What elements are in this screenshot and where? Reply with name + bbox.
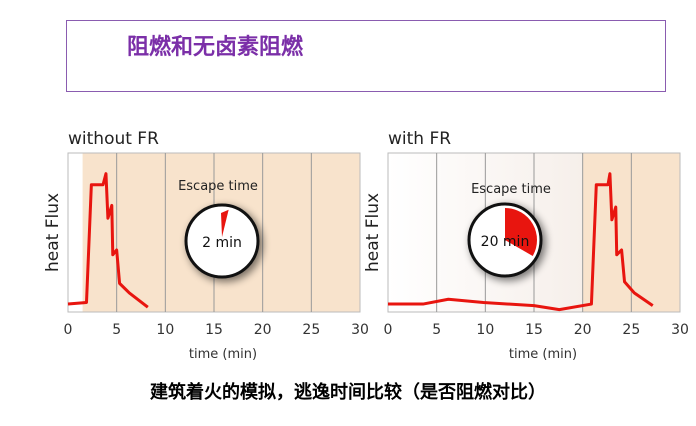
x-tick-label: 10: [476, 322, 494, 338]
slide-title: 阻燃和无卤素阻燃: [127, 35, 304, 60]
x-tick-label: 0: [64, 322, 73, 338]
escape-time-label: Escape time: [178, 179, 258, 194]
y-axis-label: heat Flux: [43, 193, 63, 272]
caption: 建筑着火的模拟，逃逸时间比较（是否阻燃对比）: [150, 382, 546, 403]
x-tick-label: 30: [351, 322, 369, 338]
series-line: [67, 172, 149, 309]
x-tick-label: 25: [302, 322, 320, 338]
escape-time-value: 2 min: [202, 235, 242, 251]
x-tick-label: 5: [432, 322, 441, 338]
plot-background-unburnt: [68, 153, 83, 312]
x-tick-label: 0: [384, 322, 393, 338]
clock-elapsed-wedge: [505, 208, 538, 256]
y-axis-label: heat Flux: [363, 193, 383, 272]
x-tick-label: 5: [112, 322, 121, 338]
x-tick-label: 20: [254, 322, 272, 338]
chart-0: 0 5 10 15 20 25 30 without FR time (min) heat Flu…: [43, 129, 369, 362]
chart-title: with FR: [388, 129, 451, 149]
x-tick-label: 15: [205, 322, 223, 338]
x-tick-label: 20: [574, 322, 592, 338]
x-tick-label: 25: [622, 322, 640, 338]
chart-1: 0 5 10 15 20 25 30 with FR time (min) heat Flux Es…: [363, 129, 689, 362]
clock-elapsed-wedge: [221, 209, 229, 237]
escape-time-label: Escape time: [471, 182, 551, 197]
x-axis-label: time (min): [189, 347, 257, 362]
escape-time-value: 20 min: [481, 234, 530, 250]
chart-title: without FR: [68, 129, 159, 149]
x-tick-label: 15: [525, 322, 543, 338]
clock-icon: [184, 203, 260, 279]
x-tick-label: 10: [156, 322, 174, 338]
x-tick-label: 30: [671, 322, 689, 338]
title-box: 阻燃和无卤素阻燃: [66, 20, 666, 92]
x-axis-label: time (min): [509, 347, 577, 362]
